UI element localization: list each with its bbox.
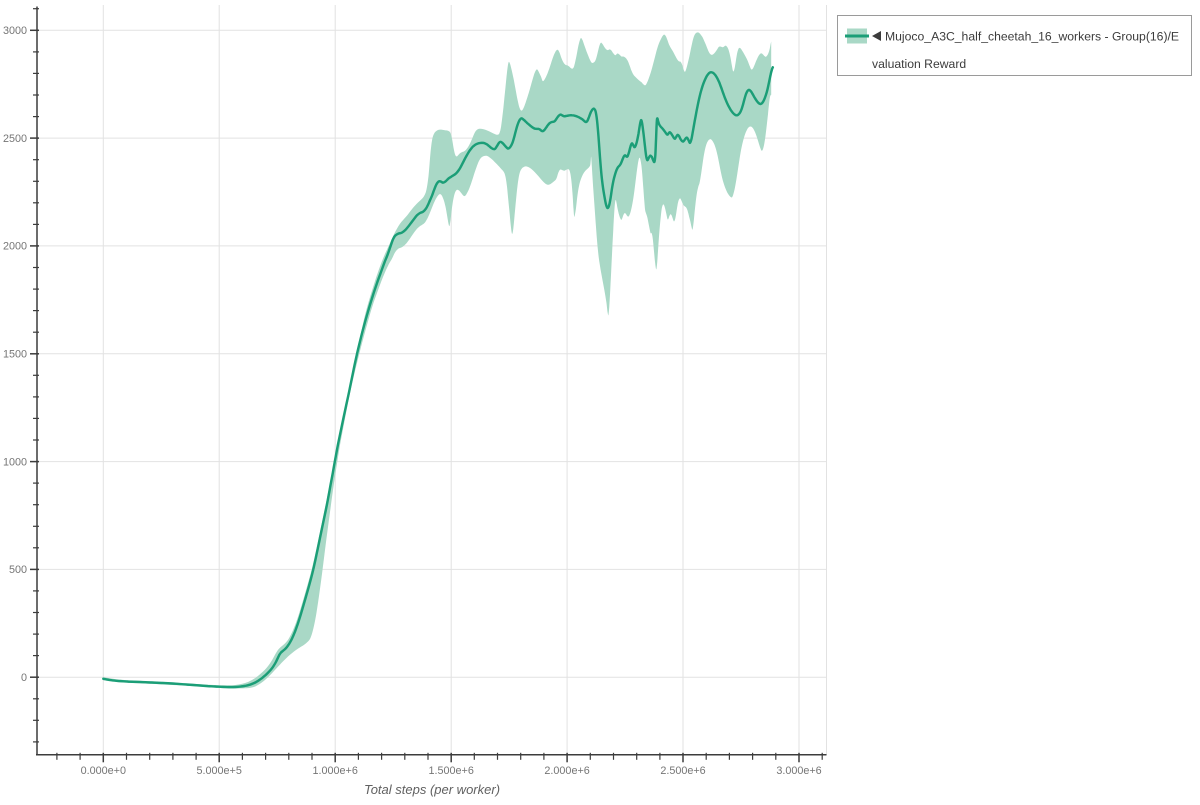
svg-text:2.000e+6: 2.000e+6 [544, 765, 589, 777]
svg-text:2000: 2000 [3, 241, 27, 253]
svg-text:1.500e+6: 1.500e+6 [429, 765, 474, 777]
svg-text:1500: 1500 [3, 349, 27, 361]
svg-text:Mujoco_A3C_half_cheetah_16_wor: Mujoco_A3C_half_cheetah_16_workers - Gro… [885, 30, 1179, 44]
svg-text:valuation Reward: valuation Reward [872, 57, 966, 71]
svg-text:3000: 3000 [3, 25, 27, 37]
svg-text:Total steps (per worker): Total steps (per worker) [364, 782, 500, 797]
svg-text:2.500e+6: 2.500e+6 [660, 765, 705, 777]
svg-text:0: 0 [21, 672, 27, 684]
svg-text:500: 500 [9, 564, 27, 576]
svg-text:3.000e+6: 3.000e+6 [776, 765, 821, 777]
svg-text:1.000e+6: 1.000e+6 [313, 765, 358, 777]
svg-text:1000: 1000 [3, 456, 27, 468]
svg-text:0.000e+0: 0.000e+0 [81, 765, 126, 777]
svg-text:2500: 2500 [3, 133, 27, 145]
svg-text:5.000e+5: 5.000e+5 [197, 765, 242, 777]
